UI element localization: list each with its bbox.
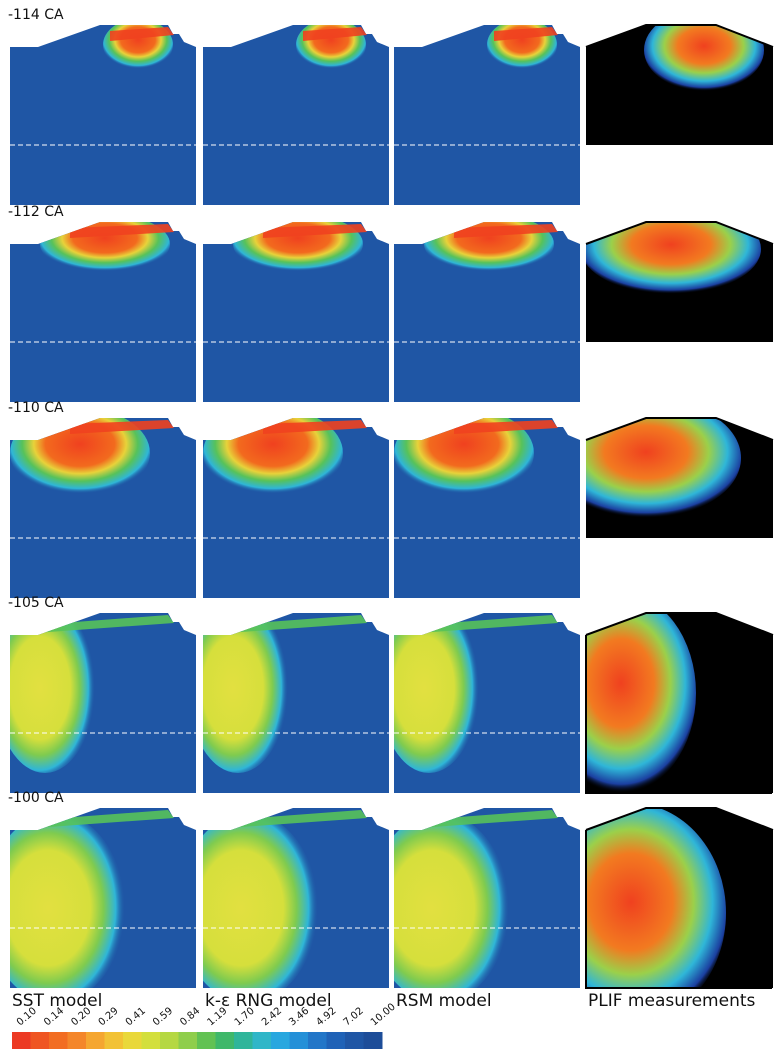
colorbar-swatch (86, 1032, 105, 1049)
colorbar-swatch (216, 1032, 235, 1049)
colorbar-tick-label: 0.84 (178, 1006, 202, 1029)
colorbar-swatch (68, 1032, 87, 1049)
colorbar-swatch (142, 1032, 161, 1049)
simulation-panel (188, 603, 389, 793)
column-label: PLIF measurements (588, 991, 756, 1011)
concentration-blob (103, 19, 173, 71)
colorbar-swatch (49, 1032, 68, 1049)
row-label: -112 CA (8, 204, 64, 220)
colorbar-swatch (364, 1032, 383, 1049)
colorbar-swatch (105, 1032, 124, 1049)
colorbar-tick-label: 0.59 (151, 1006, 175, 1029)
field (644, 9, 764, 91)
colorbar-swatch (290, 1032, 309, 1049)
colorbar-swatch (160, 1032, 179, 1049)
colorbar-swatch (271, 1032, 290, 1049)
row-label: -105 CA (8, 595, 64, 611)
simulation-panel (0, 808, 196, 1003)
simulation-panel (394, 214, 580, 402)
column-label: RSM model (396, 991, 492, 1011)
simulation-panel (369, 808, 580, 1003)
simulation-panel (10, 214, 196, 402)
simulation-panel (10, 19, 196, 205)
colorbar-swatch (179, 1032, 198, 1049)
concentration-blob (203, 408, 343, 498)
colorbar-swatch (234, 1032, 253, 1049)
simulation-panel (203, 19, 389, 205)
plif-blob (644, 9, 764, 91)
colorbar-swatch (123, 1032, 142, 1049)
concentration-blob (233, 214, 363, 274)
concentration-blob (296, 19, 366, 71)
figure: -114 CA-112 CA-110 CA-105 CA-100 CASST m… (0, 0, 774, 1050)
plif-panel (581, 204, 773, 342)
concentration-blob (369, 813, 509, 1003)
simulation-panel (0, 603, 196, 793)
simulation-panel (394, 19, 580, 205)
colorbar-swatch (308, 1032, 327, 1049)
concentration-blob (178, 813, 318, 1003)
colorbar-swatch (197, 1032, 216, 1049)
simulation-panel (379, 603, 580, 793)
colorbar-swatch (327, 1032, 346, 1049)
concentration-blob (394, 408, 534, 498)
simulation-panel (394, 408, 580, 598)
row-label: -110 CA (8, 400, 64, 416)
plif-blob (581, 204, 761, 294)
plif-panel (551, 398, 773, 538)
colorbar-tick-label: 7.02 (342, 1006, 366, 1029)
simulation-panel (203, 214, 389, 402)
colorbar-tick-label: 10.00 (369, 1001, 398, 1028)
simulation-panel (10, 408, 196, 598)
field (581, 204, 761, 294)
colorbar-swatch (12, 1032, 31, 1049)
row-label: -114 CA (8, 7, 64, 23)
colorbar-swatch (253, 1032, 272, 1049)
colorbar-tick-label: 0.41 (124, 1006, 148, 1029)
concentration-blob (10, 408, 150, 498)
concentration-blob (424, 214, 554, 274)
plif-panel (546, 593, 773, 793)
plif-panel (586, 9, 773, 145)
colorbar-swatch (31, 1032, 50, 1049)
row-label: -100 CA (8, 790, 64, 806)
simulation-panel (203, 408, 389, 598)
concentration-blob (40, 214, 170, 274)
colorbar-swatch (345, 1032, 364, 1049)
simulation-panel (178, 808, 389, 1003)
concentration-blob (487, 19, 557, 71)
